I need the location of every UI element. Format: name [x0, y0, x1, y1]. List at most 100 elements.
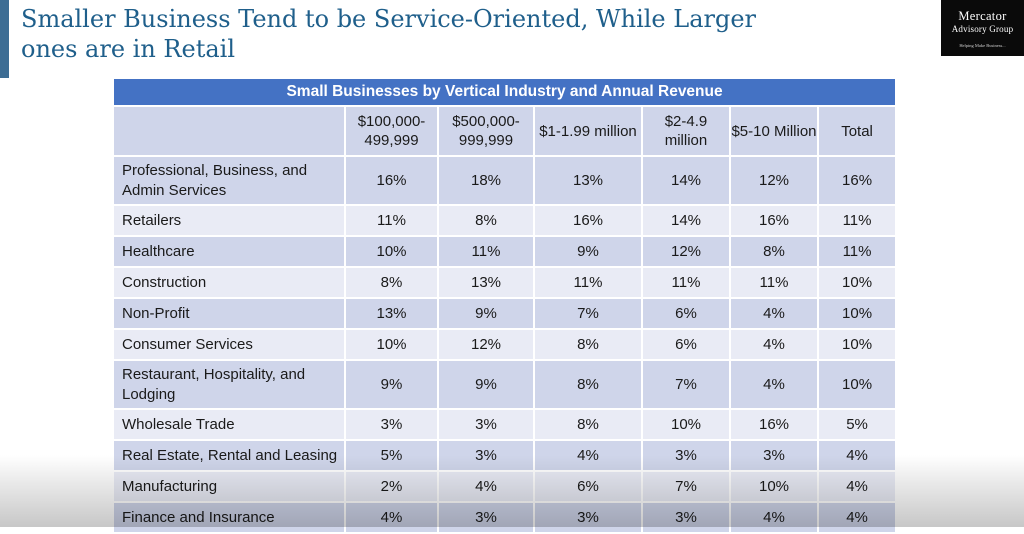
table-cell: 10% — [346, 237, 439, 268]
row-label: Manufacturing — [114, 472, 346, 503]
table-cell: 10% — [346, 330, 439, 361]
row-label: Consumer Services — [114, 330, 346, 361]
table-cell: 11% — [819, 206, 896, 237]
table-cell: 10% — [819, 330, 896, 361]
table-cell: 16% — [346, 157, 439, 206]
table-cell: 4% — [731, 503, 819, 534]
table-cell: 11% — [731, 268, 819, 299]
table-row: Healthcare 10% 11% 9% 12% 8% 11% — [114, 237, 896, 268]
row-label: Retailers — [114, 206, 346, 237]
table-row: Construction 8% 13% 11% 11% 11% 10% — [114, 268, 896, 299]
table-row: Manufacturing 2% 4% 6% 7% 10% 4% — [114, 472, 896, 503]
table-cell: 3% — [439, 441, 535, 472]
mercator-logo: Mercator Advisory Group Helping Make Bus… — [941, 0, 1024, 56]
table-cell: 13% — [346, 299, 439, 330]
logo-line-1: Mercator — [958, 9, 1007, 23]
table-row: Finance and Insurance 4% 3% 3% 3% 4% 4% — [114, 503, 896, 534]
table-row: Non-Profit 13% 9% 7% 6% 4% 10% — [114, 299, 896, 330]
industry-revenue-table: Small Businesses by Vertical Industry an… — [114, 79, 896, 534]
table-header-row: $100,000-499,999 $500,000-999,999 $1-1.9… — [114, 107, 896, 157]
column-header: $500,000-999,999 — [439, 107, 535, 157]
table-cell: 13% — [439, 268, 535, 299]
table-cell: 4% — [731, 330, 819, 361]
table-cell: 11% — [535, 268, 643, 299]
column-header: Total — [819, 107, 896, 157]
table-cell: 6% — [643, 330, 731, 361]
logo-tagline: Helping Make Business... — [959, 43, 1006, 48]
table-cell: 14% — [643, 157, 731, 206]
table-cell: 16% — [731, 410, 819, 441]
table-cell: 7% — [535, 299, 643, 330]
table-row: Retailers 11% 8% 16% 14% 16% 11% — [114, 206, 896, 237]
table-cell: 6% — [643, 299, 731, 330]
table-cell: 11% — [346, 206, 439, 237]
column-header: $1-1.99 million — [535, 107, 643, 157]
table-cell: 3% — [643, 503, 731, 534]
table-cell: 12% — [643, 237, 731, 268]
table-cell: 4% — [819, 503, 896, 534]
table-cell: 14% — [643, 206, 731, 237]
table-caption: Small Businesses by Vertical Industry an… — [114, 79, 896, 107]
row-label: Real Estate, Rental and Leasing — [114, 441, 346, 472]
table-cell: 12% — [731, 157, 819, 206]
table-row: Restaurant, Hospitality, and Lodging 9% 9%… — [114, 361, 896, 410]
column-header-empty — [114, 107, 346, 157]
slide-title: Smaller Business Tend to be Service-Orie… — [21, 5, 757, 63]
row-label: Finance and Insurance — [114, 503, 346, 534]
row-label: Restaurant, Hospitality, and Lodging — [114, 361, 346, 410]
table-cell: 4% — [731, 299, 819, 330]
title-accent-bar — [0, 0, 9, 78]
table-cell: 5% — [346, 441, 439, 472]
table-cell: 7% — [643, 472, 731, 503]
table-cell: 12% — [439, 330, 535, 361]
table-cell: 16% — [819, 157, 896, 206]
table-cell: 16% — [731, 206, 819, 237]
table-cell: 4% — [819, 441, 896, 472]
table-row: Real Estate, Rental and Leasing 5% 3% 4% 3% 3… — [114, 441, 896, 472]
table-cell: 11% — [819, 237, 896, 268]
table-cell: 9% — [346, 361, 439, 410]
table-cell: 9% — [439, 299, 535, 330]
table-cell: 4% — [535, 441, 643, 472]
table-cell: 11% — [439, 237, 535, 268]
table-cell: 8% — [731, 237, 819, 268]
table-cell: 7% — [643, 361, 731, 410]
table-cell: 8% — [535, 410, 643, 441]
table-cell: 9% — [535, 237, 643, 268]
table-row: Professional, Business, and Admin Servic… — [114, 157, 896, 206]
row-label: Professional, Business, and Admin Servic… — [114, 157, 346, 206]
table-row: Consumer Services 10% 12% 8% 6% 4% 10% — [114, 330, 896, 361]
row-label: Wholesale Trade — [114, 410, 346, 441]
column-header: $5-10 Million — [731, 107, 819, 157]
column-header: $2-4.9 million — [643, 107, 731, 157]
table-cell: 5% — [819, 410, 896, 441]
table-cell: 8% — [535, 361, 643, 410]
table-cell: 3% — [346, 410, 439, 441]
table-cell: 8% — [535, 330, 643, 361]
table-cell: 10% — [731, 472, 819, 503]
table-cell: 18% — [439, 157, 535, 206]
table-cell: 3% — [439, 410, 535, 441]
table-cell: 10% — [819, 299, 896, 330]
row-label: Construction — [114, 268, 346, 299]
table-cell: 10% — [819, 361, 896, 410]
table-cell: 10% — [643, 410, 731, 441]
table-cell: 10% — [819, 268, 896, 299]
table-cell: 6% — [535, 472, 643, 503]
table-cell: 8% — [346, 268, 439, 299]
row-label: Non-Profit — [114, 299, 346, 330]
table-cell: 16% — [535, 206, 643, 237]
table-row: Wholesale Trade 3% 3% 8% 10% 16% 5% — [114, 410, 896, 441]
table-cell: 2% — [346, 472, 439, 503]
table-cell: 4% — [819, 472, 896, 503]
table-cell: 8% — [439, 206, 535, 237]
table-cell: 13% — [535, 157, 643, 206]
table-cell: 4% — [439, 472, 535, 503]
table-cell: 11% — [643, 268, 731, 299]
table-cell: 3% — [439, 503, 535, 534]
row-label: Healthcare — [114, 237, 346, 268]
column-header: $100,000-499,999 — [346, 107, 439, 157]
table-cell: 4% — [731, 361, 819, 410]
table-cell: 4% — [346, 503, 439, 534]
logo-line-2: Advisory Group — [951, 24, 1014, 34]
